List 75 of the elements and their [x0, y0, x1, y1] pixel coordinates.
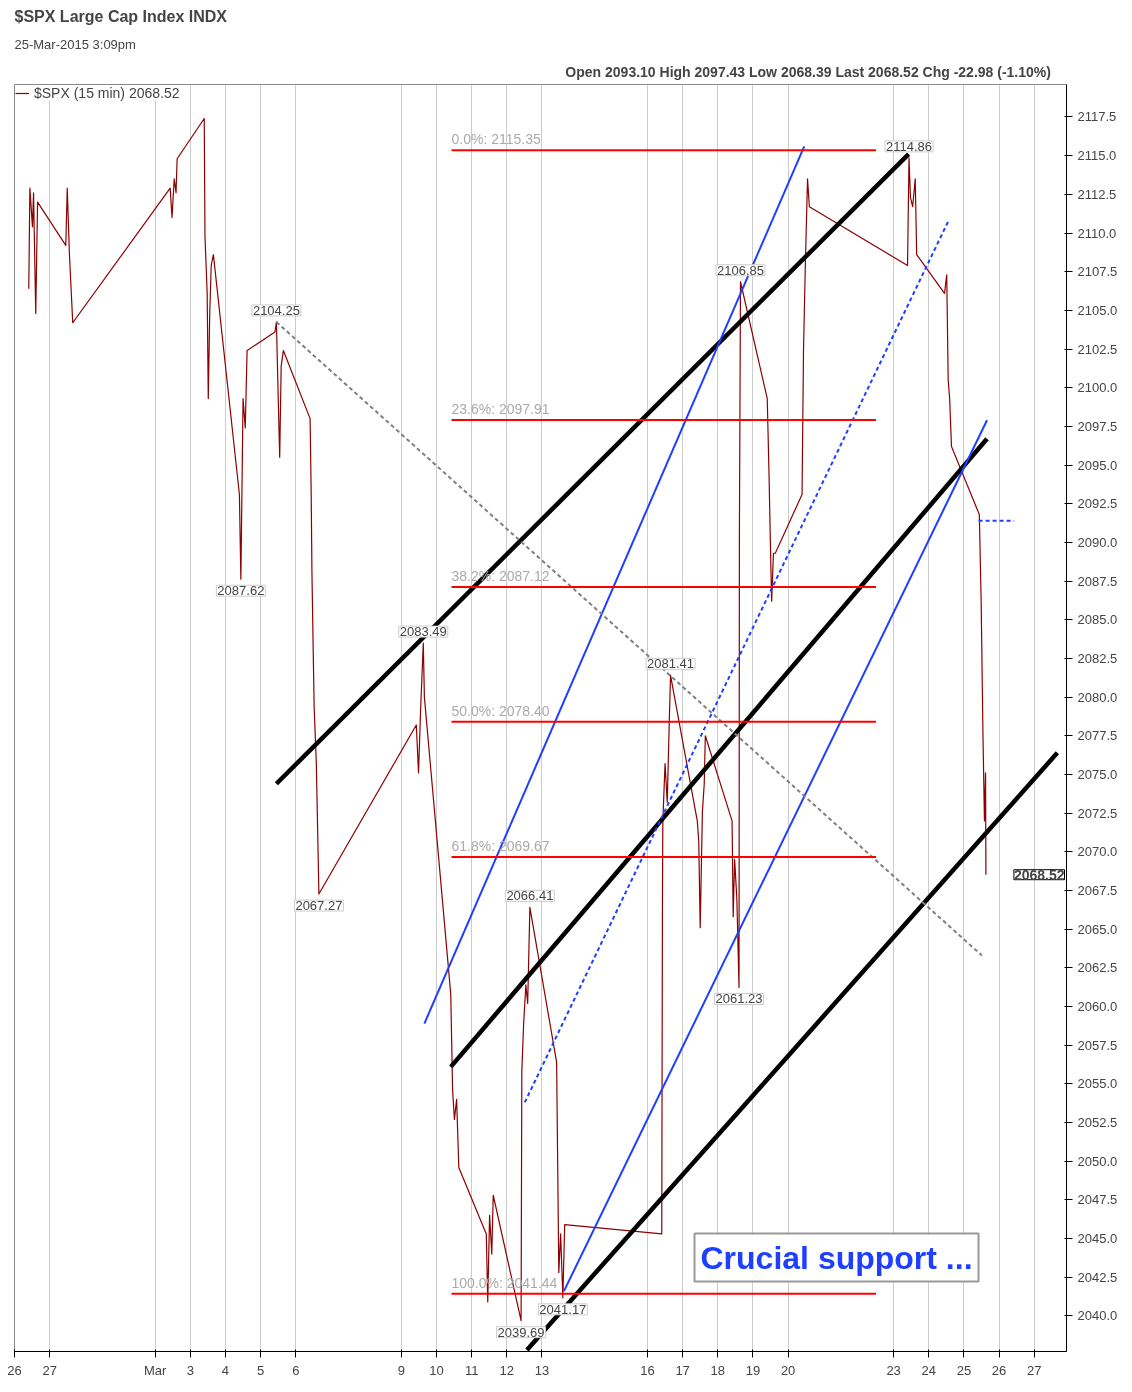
x-tick-label: 19 [745, 1362, 761, 1378]
x-tick-label: 27 [1027, 1362, 1042, 1378]
annotation: 23.6%: 2097.91 [451, 401, 550, 418]
annotation: Crucial support ... [700, 1239, 973, 1276]
y-tick-label: 2080.0 [1077, 689, 1118, 705]
y-tick-label: 2110.0 [1077, 225, 1117, 241]
y-tick-label: 2115.0 [1077, 148, 1117, 164]
y-tick-label: 2082.5 [1077, 650, 1118, 666]
x-tick-label: 17 [675, 1362, 690, 1378]
y-tick-label: 2075.0 [1077, 766, 1118, 782]
annotation: 2041.17 [539, 1301, 587, 1317]
y-tick-label: 2095.0 [1077, 457, 1118, 473]
y-tick-label: 2067.5 [1077, 882, 1118, 898]
y-tick-label: 2040.0 [1077, 1308, 1118, 1324]
y-tick-label: 2060.0 [1077, 999, 1118, 1015]
annotation: 0.0%: 2115.35 [451, 131, 541, 148]
annotation: 2083.49 [399, 624, 447, 640]
y-tick-label: 2047.5 [1077, 1192, 1118, 1208]
y-tick-label: 2087.5 [1077, 573, 1118, 589]
x-tick-label: 23 [886, 1362, 901, 1378]
y-tick-label: 2090.0 [1077, 534, 1118, 550]
x-tick-label: 3 [186, 1362, 194, 1378]
y-tick-label: 2107.5 [1077, 264, 1118, 280]
annotation: 2106.85 [717, 262, 764, 278]
x-tick-label: 26 [7, 1362, 22, 1378]
annotation: 2066.41 [506, 888, 554, 904]
y-tick-label: 2117.5 [1077, 109, 1117, 125]
annotation: 2061.23 [715, 991, 763, 1007]
x-tick-label: Mar [143, 1362, 168, 1378]
annotation: 50.0%: 2078.40 [451, 702, 550, 719]
annotation: 2081.41 [647, 656, 695, 672]
x-tick-label: 24 [921, 1362, 937, 1378]
y-tick-label: 2065.0 [1077, 921, 1118, 937]
x-tick-label: 9 [397, 1362, 405, 1378]
y-tick-label: 2092.5 [1077, 496, 1118, 512]
y-tick-label: 2042.5 [1077, 1269, 1118, 1285]
x-tick-label: 12 [499, 1362, 515, 1378]
x-tick-label: 26 [991, 1362, 1007, 1378]
x-tick-label: 5 [257, 1362, 265, 1378]
y-tick-label: 2102.5 [1077, 341, 1118, 357]
x-tick-label: 25 [956, 1362, 972, 1378]
legend-label: $SPX (15 min) 2068.52 [34, 85, 180, 101]
text: Open 2093.10 High 2097.43 Low 2068.39 Last 2068.52 Chg -22.98 (-1.10%) [565, 63, 1051, 80]
x-tick-label: 11 [464, 1362, 479, 1378]
y-tick-label: 2105.0 [1077, 302, 1118, 318]
y-tick-label: 2072.5 [1077, 805, 1118, 821]
y-tick-label: 2070.0 [1077, 844, 1118, 860]
y-tick-label: 2077.5 [1077, 728, 1118, 744]
y-tick-label: 2112.5 [1077, 186, 1117, 202]
x-tick-label: 6 [292, 1362, 300, 1378]
annotation: 2067.27 [295, 898, 343, 914]
y-tick-label: 2100.0 [1077, 380, 1118, 396]
annotation: 2114.86 [885, 138, 933, 154]
y-tick-label: 2055.0 [1077, 1076, 1118, 1092]
y-tick-label: 2097.5 [1077, 418, 1118, 434]
x-tick-label: 10 [429, 1362, 444, 1378]
annotation: 2087.62 [217, 583, 265, 599]
y-tick-label: 2062.5 [1077, 960, 1118, 976]
chart-title: $SPX Large Cap Index INDX [14, 7, 228, 25]
y-tick-label: 2057.5 [1077, 1037, 1118, 1053]
x-tick-label: 4 [221, 1362, 230, 1378]
line-series [28, 117, 987, 1322]
y-tick-label: 2045.0 [1077, 1231, 1118, 1247]
y-tick-label: 2050.0 [1077, 1153, 1118, 1169]
x-tick-label: 20 [780, 1362, 796, 1378]
x-tick-label: 13 [534, 1362, 550, 1378]
annotation: 2104.25 [252, 302, 300, 318]
annotation: 2068.52 [1013, 866, 1065, 883]
y-tick-label: 2052.5 [1077, 1115, 1118, 1131]
x-tick-label: 16 [640, 1362, 655, 1378]
x-tick-label: 18 [710, 1362, 726, 1378]
y-tick-label: 2085.0 [1077, 612, 1118, 628]
x-tick-label: 27 [42, 1362, 57, 1378]
chart-subtitle: 25-Mar-2015 3:09pm [14, 36, 136, 52]
annotation: 2039.69 [497, 1324, 545, 1340]
